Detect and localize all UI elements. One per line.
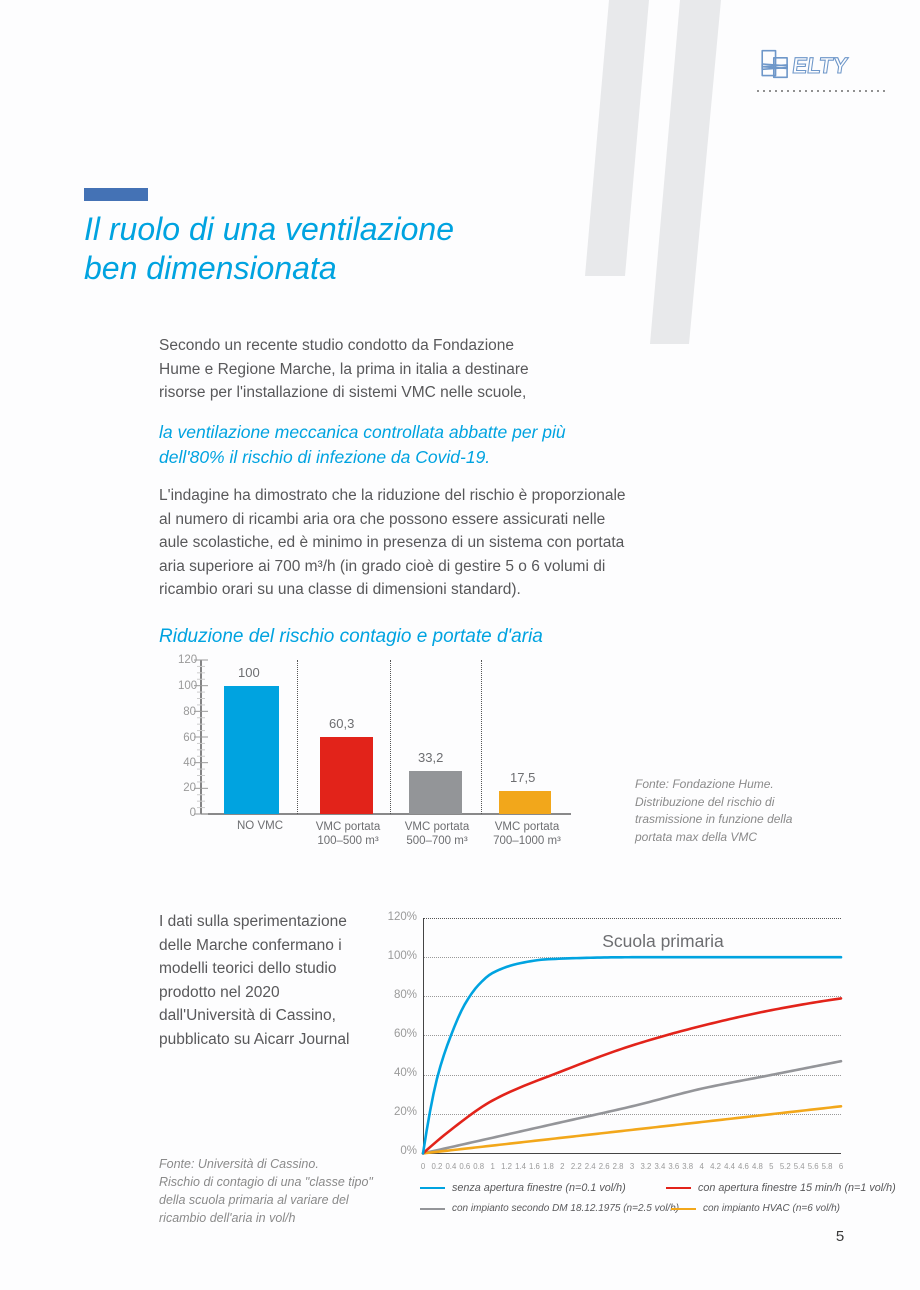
svg-text:5.2: 5.2 [780, 1162, 791, 1171]
svg-text:0: 0 [421, 1162, 426, 1171]
svg-text:5.6: 5.6 [808, 1162, 819, 1171]
svg-text:4.4: 4.4 [724, 1162, 736, 1171]
svg-text:3.8: 3.8 [682, 1162, 693, 1171]
svg-text:6: 6 [839, 1162, 843, 1171]
svg-text:0.2: 0.2 [432, 1162, 443, 1171]
svg-text:1.6: 1.6 [529, 1162, 540, 1171]
svg-text:2.8: 2.8 [613, 1162, 624, 1171]
svg-text:5.8: 5.8 [822, 1162, 833, 1171]
svg-text:4.6: 4.6 [738, 1162, 749, 1171]
svg-text:4.8: 4.8 [752, 1162, 763, 1171]
svg-text:2.6: 2.6 [599, 1162, 610, 1171]
svg-text:1.4: 1.4 [515, 1162, 527, 1171]
svg-text:5.4: 5.4 [794, 1162, 806, 1171]
svg-text:4: 4 [699, 1162, 704, 1171]
svg-text:0.6: 0.6 [459, 1162, 470, 1171]
svg-text:3.2: 3.2 [641, 1162, 652, 1171]
svg-text:1: 1 [490, 1162, 494, 1171]
svg-text:2: 2 [560, 1162, 564, 1171]
svg-text:2.4: 2.4 [585, 1162, 597, 1171]
svg-text:4.2: 4.2 [710, 1162, 721, 1171]
svg-text:3.4: 3.4 [654, 1162, 666, 1171]
svg-text:5: 5 [769, 1162, 774, 1171]
svg-text:3: 3 [630, 1162, 634, 1171]
svg-text:3.6: 3.6 [668, 1162, 679, 1171]
svg-text:1.8: 1.8 [543, 1162, 554, 1171]
svg-text:1.2: 1.2 [501, 1162, 512, 1171]
svg-text:0.8: 0.8 [473, 1162, 484, 1171]
svg-text:0.4: 0.4 [445, 1162, 457, 1171]
svg-text:2.2: 2.2 [571, 1162, 582, 1171]
